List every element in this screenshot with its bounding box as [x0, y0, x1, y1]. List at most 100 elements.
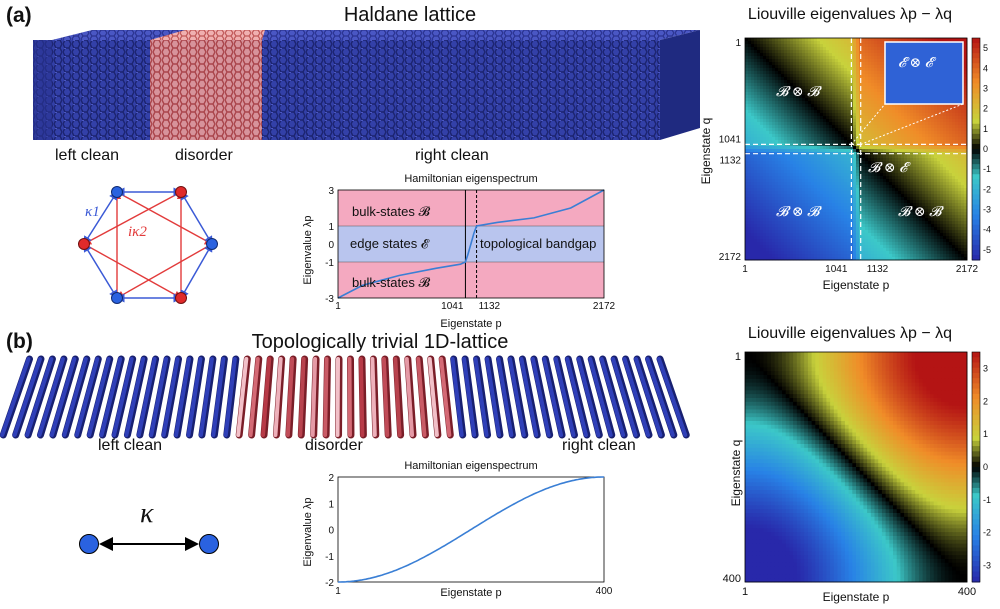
spectrum-a-frame — [337, 189, 605, 299]
spectrum-a-ylabel: Eigenvalue λp — [302, 215, 314, 285]
heat-a-frame — [744, 37, 968, 261]
spectrum-a-title: Hamiltonian eigenspectrum — [404, 173, 538, 185]
liouville-a-ylabel: Eigenstate q — [699, 117, 713, 185]
spectrum-a-ytick-3: 1 — [328, 222, 334, 233]
spectrum-a-xtick-1: 1041 — [441, 301, 464, 312]
spectrum-a-xtick-3: 2172 — [593, 301, 616, 312]
cbar-b-tick-1: 2 — [983, 396, 988, 406]
lattice-disorder-region — [150, 40, 262, 140]
cbar-a-tick-9: -4 — [983, 225, 991, 235]
trivial-lattice-illustration — [0, 355, 690, 439]
heat-b-frame — [744, 351, 968, 583]
trivial-lattice-title: Topologically trivial 1D-lattice — [251, 331, 509, 353]
spectrum-b-xtick-0: 1 — [335, 586, 341, 597]
spectrum-b-title: Hamiltonian eigenspectrum — [404, 460, 538, 472]
cbar-b-tick-2: 1 — [983, 429, 988, 439]
spectrum-a-series — [337, 189, 605, 299]
heat-a-inset-link-1 — [851, 103, 886, 145]
heat-a-ytick-1: 1041 — [719, 134, 742, 145]
liouville-a-colorbar: 5 4 3 2 1 0 -1 -2 -3 -4 -5 — [971, 37, 991, 261]
disorder-label: disorder — [175, 147, 233, 164]
spectrum-a-xtick-2: 1132 — [479, 301, 501, 312]
liouville-b-title: Liouville eigenvalues λp − λq — [747, 325, 953, 342]
block-be-label: 𝓑 ⊗ 𝓔 — [868, 161, 908, 176]
haldane-lattice-illustration — [33, 30, 700, 140]
b-left-clean-label: left clean — [98, 437, 163, 454]
heat-a-xtick-0: 1 — [742, 264, 748, 275]
spectrum-a-xlabel: Eigenstate p — [440, 318, 502, 330]
heat-a-xtick-2: 1132 — [867, 264, 889, 275]
b-disorder-label: disorder — [305, 437, 363, 454]
block-bb-top-label: 𝓑 ⊗ 𝓑 — [776, 85, 820, 100]
cbar-a-tick-7: -2 — [983, 184, 991, 194]
dimer-diagram — [79, 534, 219, 554]
cbar-a-tick-3: 2 — [983, 104, 988, 114]
cbar-b-tick-4: -1 — [983, 495, 991, 505]
lattice-side-face — [660, 30, 700, 140]
heat-b-xtick-0: 1 — [742, 586, 748, 598]
liouville-b-ylabel: Eigenstate q — [729, 439, 743, 507]
cbar-a-tick-5: 0 — [983, 144, 988, 154]
spectrum-b-ytick-1: -1 — [325, 552, 334, 563]
cbar-a-tick-10: -5 — [983, 245, 991, 255]
liouville-b-colorbar: 3 2 1 0 -1 -2 -3 — [971, 351, 991, 583]
heat-a-inset — [884, 41, 964, 105]
lattice-front-face — [33, 40, 660, 140]
heat-b-xtick-1: 400 — [958, 586, 976, 598]
spectrum-a-xtick-0: 1 — [335, 301, 341, 312]
right-clean-label: right clean — [415, 147, 489, 164]
liouville-b-xlabel: Eigenstate p — [822, 590, 890, 604]
spectrum-b-xtick-1: 400 — [596, 586, 613, 597]
panel-b-label: (b) — [6, 330, 33, 353]
cbar-b-tick-6: -3 — [983, 561, 991, 571]
heat-b-ytick-0: 1 — [735, 351, 741, 363]
cbar-a-tick-4: 1 — [983, 124, 988, 134]
cbar-b-frame — [971, 351, 981, 583]
spectrum-b-series — [338, 476, 604, 583]
cbar-b-tick-3: 0 — [983, 462, 988, 472]
spectrum-a-ytick-4: 3 — [328, 186, 334, 197]
spectrum-b-ytick-3: 1 — [328, 499, 334, 510]
heat-b-ytick-1: 400 — [723, 573, 741, 585]
b-right-clean-label: right clean — [562, 437, 636, 454]
spectrum-a-plot: 1 1041 1132 2172 -3 -1 0 1 3 — [325, 186, 615, 312]
panel-a-label: (a) — [6, 4, 32, 27]
cbar-b-tick-0: 3 — [983, 363, 988, 373]
left-clean-label: left clean — [55, 147, 120, 164]
haldane-unit-cell-diagram — [78, 186, 218, 304]
cbar-a-frame — [971, 37, 981, 261]
topological-bandgap-label: topological bandgap — [480, 236, 597, 251]
lattice-disorder-top-face — [150, 30, 265, 40]
lattice-top-face — [52, 30, 700, 40]
bulk-band-top — [338, 190, 604, 226]
spectrum-b-ytick-0: -2 — [325, 578, 334, 589]
spectrum-b-plot: 1 400 -2 -1 0 1 2 — [325, 473, 613, 597]
cbar-a-tick-6: -1 — [983, 164, 991, 174]
block-bb-right-label: 𝓑 ⊗ 𝓑 — [898, 205, 942, 220]
heat-a-xtick-1: 1041 — [825, 264, 848, 275]
block-bb-left-label: 𝓑 ⊗ 𝓑 — [776, 205, 820, 220]
cbar-a-tick-1: 4 — [983, 63, 988, 73]
bulk-top-label: bulk-states 𝓑 — [352, 204, 430, 219]
haldane-lattice-title: Haldane lattice — [343, 4, 477, 26]
spectrum-b-ylabel: Eigenvalue λp — [302, 497, 314, 567]
spectrum-a-ytick-0: -3 — [325, 294, 334, 305]
block-ee-label: 𝓔 ⊗ 𝓔 — [898, 56, 933, 71]
spectrum-b-xlabel: Eigenstate p — [440, 587, 502, 599]
spectrum-a-ytick-1: -1 — [325, 258, 334, 269]
edge-states-label: edge states 𝓔 — [350, 236, 429, 251]
bulk-bottom-label: bulk-states 𝓑 — [352, 275, 430, 290]
cbar-b-tick-5: -2 — [983, 528, 991, 538]
kappa2-label: iκ2 — [128, 224, 147, 240]
heat-a-xtick-3: 2172 — [956, 264, 979, 275]
cbar-a-tick-8: -3 — [983, 205, 991, 215]
liouville-a-xlabel: Eigenstate p — [822, 278, 890, 292]
spectrum-b-ytick-4: 2 — [328, 473, 334, 484]
heat-a-ytick-3: 2172 — [719, 252, 742, 263]
liouville-a-title: Liouville eigenvalues λp − λq — [747, 6, 953, 23]
kappa1-label: κ1 — [85, 204, 100, 220]
cbar-a-tick-0: 5 — [983, 43, 988, 53]
cbar-a-tick-2: 3 — [983, 83, 988, 93]
